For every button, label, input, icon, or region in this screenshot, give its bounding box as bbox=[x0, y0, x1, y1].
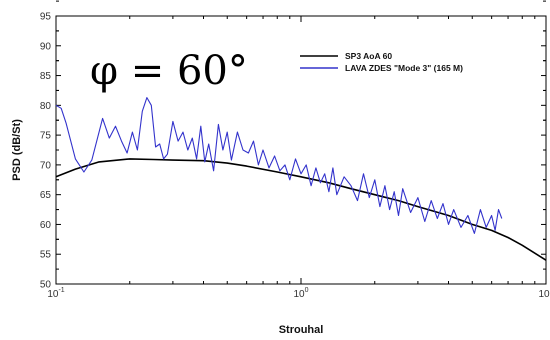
y-tick-label: 55 bbox=[40, 250, 52, 261]
series-line-lava bbox=[55, 97, 503, 234]
series-line-sp3 bbox=[55, 158, 547, 261]
y-tick-label: 70 bbox=[40, 160, 52, 171]
x-axis-label: Strouhal bbox=[279, 324, 324, 336]
y-tick-label: 80 bbox=[40, 101, 52, 112]
x-tick-label: 100 bbox=[293, 287, 308, 300]
y-tick-label: 90 bbox=[40, 41, 52, 52]
y-tick-label: 85 bbox=[40, 71, 52, 82]
y-tick-label: 65 bbox=[40, 190, 52, 201]
y-tick-label: 60 bbox=[40, 220, 52, 231]
legend-label-sp3: SP3 AoA 60 bbox=[345, 51, 392, 61]
x-axis-ticks: 10-1 100 101 bbox=[47, 16, 550, 300]
y-tick-label: 50 bbox=[40, 280, 52, 291]
y-tick-label: 75 bbox=[40, 131, 52, 142]
y-axis-ticks: 50 55 60 65 70 75 80 85 90 95 bbox=[40, 0, 546, 291]
series bbox=[55, 97, 547, 261]
y-tick-label: 95 bbox=[40, 12, 52, 23]
x-tick-label: 101 bbox=[538, 287, 550, 300]
angle-annotation: φ = 60° bbox=[90, 48, 248, 94]
legend: SP3 AoA 60 LAVA ZDES "Mode 3" (165 M) bbox=[300, 51, 463, 73]
legend-label-lava: LAVA ZDES "Mode 3" (165 M) bbox=[345, 63, 463, 73]
x-tick-label: 10-1 bbox=[47, 287, 64, 300]
y-axis-label: PSD (dB/St) bbox=[11, 119, 23, 181]
